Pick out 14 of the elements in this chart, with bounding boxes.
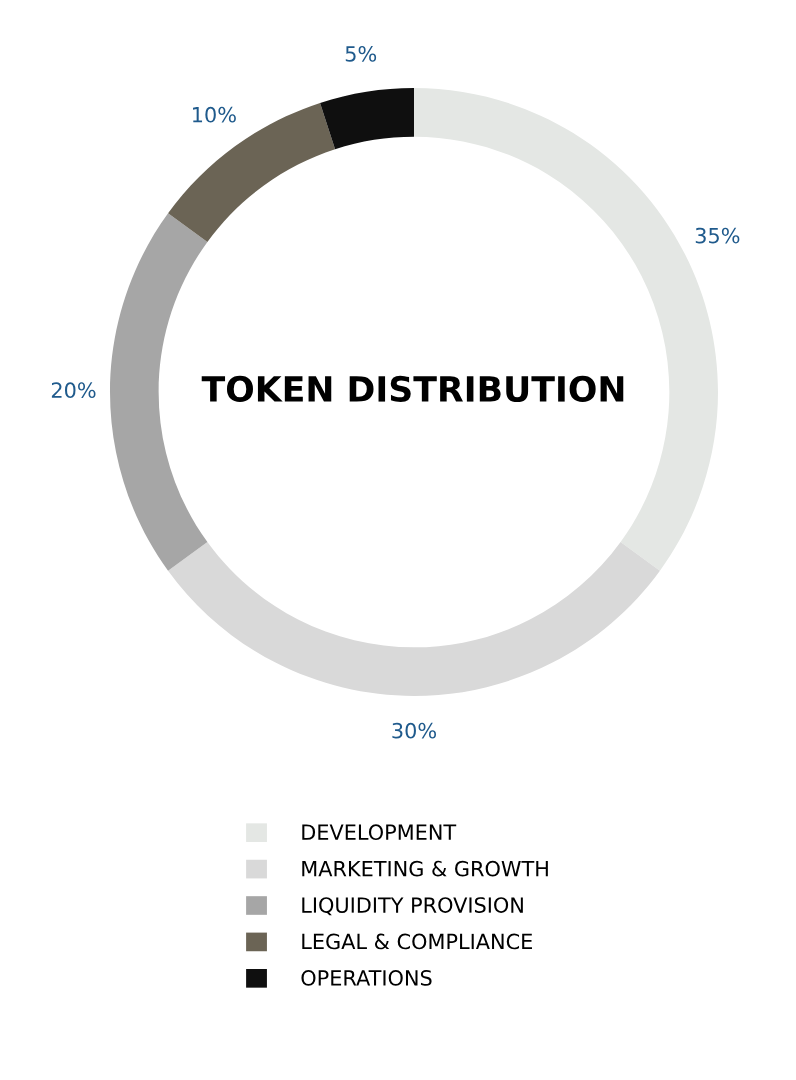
legend-label: LEGAL & COMPLIANCE <box>302 933 532 950</box>
data-label: 30% <box>392 722 436 739</box>
data-label: 10% <box>193 106 236 123</box>
donut-slice <box>320 88 414 150</box>
donut-slice <box>168 102 336 242</box>
legend-label: DEVELOPMENT <box>302 824 457 841</box>
data-label: 5% <box>345 46 377 62</box>
legend-label: OPERATIONS <box>301 970 432 986</box>
legend-label: LIQUIDITY PROVISION <box>302 897 523 916</box>
donut-slice <box>168 542 660 696</box>
text: TOKEN DISTRIBUTION <box>201 375 624 403</box>
data-label: 20% <box>51 382 96 399</box>
legend-label: MARKETING & GROWTH <box>302 860 548 877</box>
data-label: 35% <box>695 227 740 244</box>
